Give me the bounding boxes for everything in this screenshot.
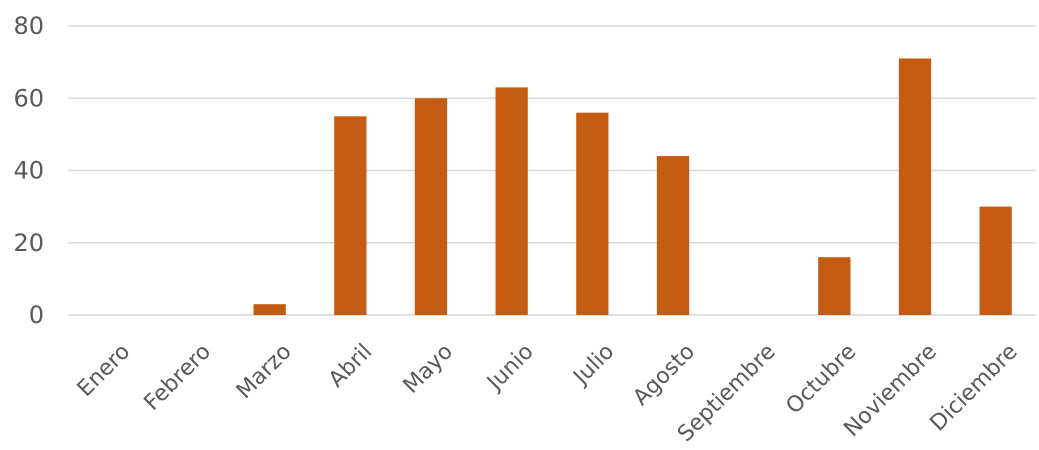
bar-octubre (818, 257, 851, 315)
x-tick-label-diciembre: Diciembre (926, 339, 1023, 436)
bars (253, 58, 1012, 315)
x-tick-label-marzo: Marzo (232, 339, 297, 404)
x-tick-label-enero: Enero (73, 339, 136, 402)
y-tick-label: 40 (13, 157, 44, 185)
x-tick-label-agosto: Agosto (629, 339, 700, 410)
x-tick-label-febrero: Febrero (140, 339, 216, 415)
bar-diciembre (979, 206, 1012, 315)
bar-marzo (253, 304, 286, 315)
bar-mayo (414, 98, 448, 315)
x-tick-label-junio: Junio (481, 339, 538, 396)
y-tick-label: 80 (13, 12, 44, 40)
bar-julio (576, 112, 609, 315)
y-tick-label: 0 (29, 301, 44, 329)
bar-junio (495, 87, 528, 315)
x-tick-label-abril: Abril (324, 339, 377, 392)
bar-agosto (656, 156, 690, 315)
x-axis-labels: Enero Febrero Marzo Abril Mayo Junio Julio Agos… (73, 339, 1023, 447)
gridlines (68, 25, 1036, 316)
x-tick-label-julio: Julio (568, 339, 620, 391)
x-tick-label-mayo: Mayo (399, 339, 458, 398)
y-tick-label: 20 (13, 229, 44, 257)
bar-noviembre (898, 58, 932, 315)
y-axis-ticks: 0 20 40 60 80 (13, 12, 44, 329)
x-tick-label-octubre: Octubre (781, 339, 861, 419)
y-tick-label: 60 (13, 84, 44, 112)
bar-abril (334, 116, 367, 315)
